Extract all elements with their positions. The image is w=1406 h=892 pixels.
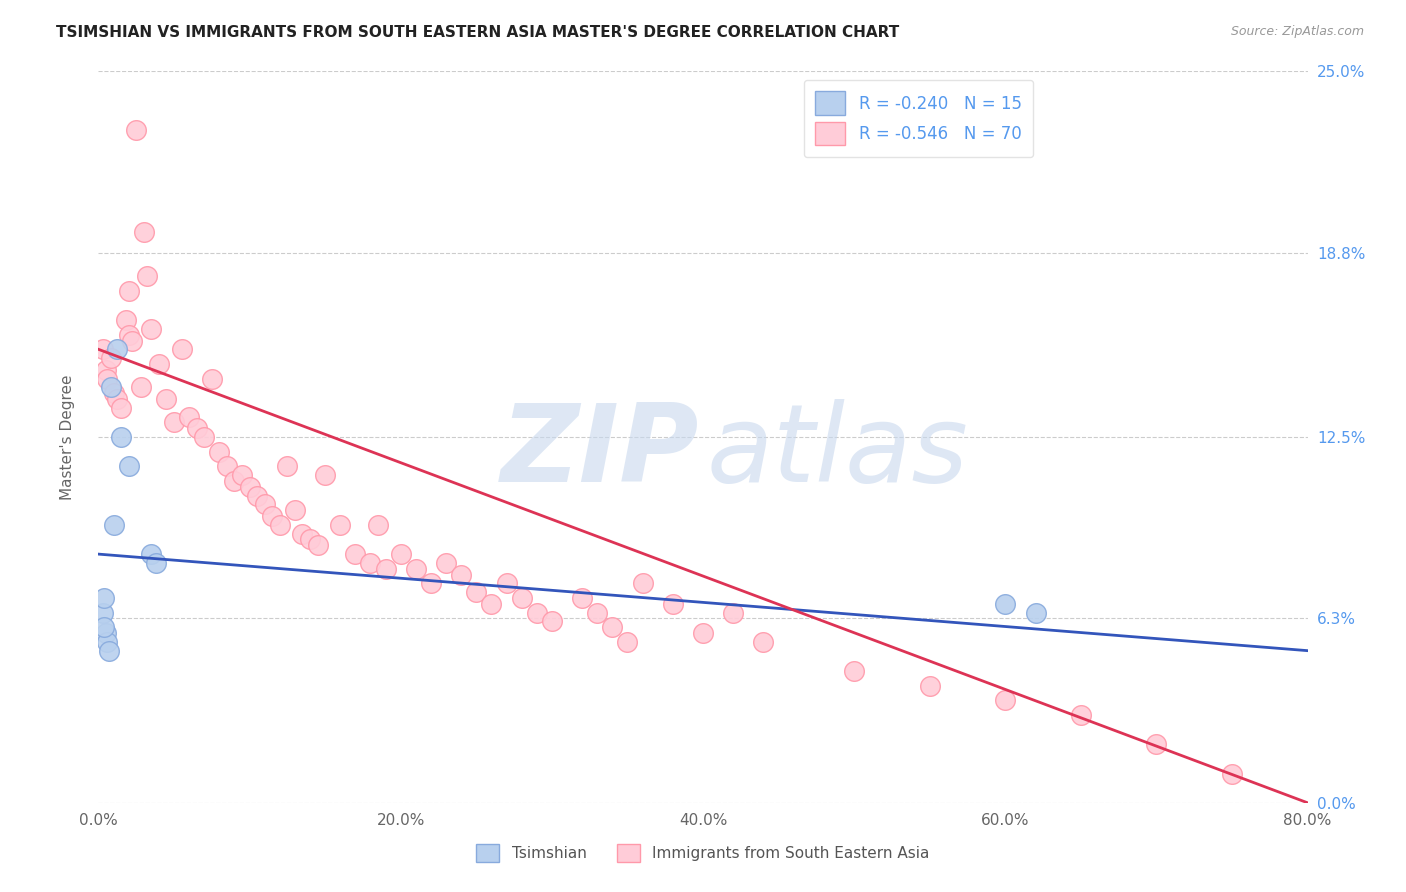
Point: [367, 517, 389, 532]
Point: [179, 409, 201, 424]
Point: [510, 591, 533, 605]
Point: [93, 591, 115, 605]
Point: [141, 547, 163, 561]
Y-axis label: Master's Degree: Master's Degree: [60, 375, 75, 500]
Point: [105, 343, 128, 357]
Point: [239, 480, 262, 494]
Point: [329, 517, 352, 532]
Point: [91, 606, 114, 620]
Point: [141, 322, 163, 336]
Point: [114, 313, 136, 327]
Point: [91, 343, 114, 357]
Point: [314, 468, 336, 483]
Point: [495, 576, 517, 591]
Point: [307, 538, 329, 552]
Point: [540, 615, 562, 629]
Point: [100, 380, 122, 394]
Point: [374, 562, 396, 576]
Point: [918, 679, 941, 693]
Point: [129, 380, 152, 394]
Point: [692, 626, 714, 640]
Point: [96, 635, 118, 649]
Point: [100, 351, 122, 365]
Point: [118, 284, 141, 298]
Text: TSIMSHIAN VS IMMIGRANTS FROM SOUTH EASTERN ASIA MASTER'S DEGREE CORRELATION CHAR: TSIMSHIAN VS IMMIGRANTS FROM SOUTH EASTE…: [56, 25, 900, 40]
Point: [360, 556, 382, 570]
Point: [155, 392, 177, 406]
Point: [994, 597, 1017, 611]
Point: [231, 468, 253, 483]
Point: [103, 386, 125, 401]
Point: [1220, 766, 1243, 780]
Point: [405, 562, 427, 576]
Point: [94, 626, 117, 640]
Point: [752, 635, 775, 649]
Point: [661, 597, 683, 611]
Point: [434, 556, 457, 570]
Point: [118, 459, 141, 474]
Point: [465, 585, 488, 599]
Point: [94, 363, 117, 377]
Point: [389, 547, 412, 561]
Legend: Tsimshian, Immigrants from South Eastern Asia: Tsimshian, Immigrants from South Eastern…: [471, 838, 935, 868]
Point: [276, 459, 298, 474]
Point: [224, 474, 246, 488]
Point: [96, 371, 118, 385]
Point: [253, 497, 276, 511]
Point: [98, 643, 121, 657]
Point: [148, 357, 170, 371]
Point: [1070, 708, 1092, 723]
Point: [201, 371, 224, 385]
Point: [135, 269, 157, 284]
Point: [1146, 737, 1168, 751]
Point: [208, 444, 231, 458]
Point: [616, 635, 638, 649]
Point: [118, 327, 141, 342]
Point: [170, 343, 193, 357]
Text: ZIP: ZIP: [501, 399, 699, 505]
Point: [571, 591, 593, 605]
Point: [163, 416, 186, 430]
Point: [284, 503, 307, 517]
Point: [526, 606, 548, 620]
Point: [344, 547, 367, 561]
Point: [291, 526, 314, 541]
Point: [215, 459, 238, 474]
Text: atlas: atlas: [707, 400, 969, 504]
Point: [299, 533, 322, 547]
Point: [420, 576, 443, 591]
Point: [262, 509, 284, 524]
Point: [1024, 606, 1046, 620]
Point: [186, 421, 208, 435]
Point: [246, 489, 269, 503]
Point: [450, 567, 472, 582]
Point: [105, 392, 128, 406]
Point: [844, 664, 866, 678]
Point: [110, 430, 132, 444]
Point: [586, 606, 609, 620]
Point: [110, 401, 132, 415]
Point: [994, 693, 1017, 707]
Point: [121, 334, 143, 348]
Point: [103, 517, 125, 532]
Point: [269, 517, 291, 532]
Point: [145, 556, 167, 570]
Point: [602, 620, 624, 634]
Point: [93, 620, 115, 634]
Text: Source: ZipAtlas.com: Source: ZipAtlas.com: [1230, 25, 1364, 38]
Point: [125, 123, 148, 137]
Point: [723, 606, 745, 620]
Point: [481, 597, 503, 611]
Point: [132, 225, 155, 239]
Point: [193, 430, 215, 444]
Point: [631, 576, 654, 591]
